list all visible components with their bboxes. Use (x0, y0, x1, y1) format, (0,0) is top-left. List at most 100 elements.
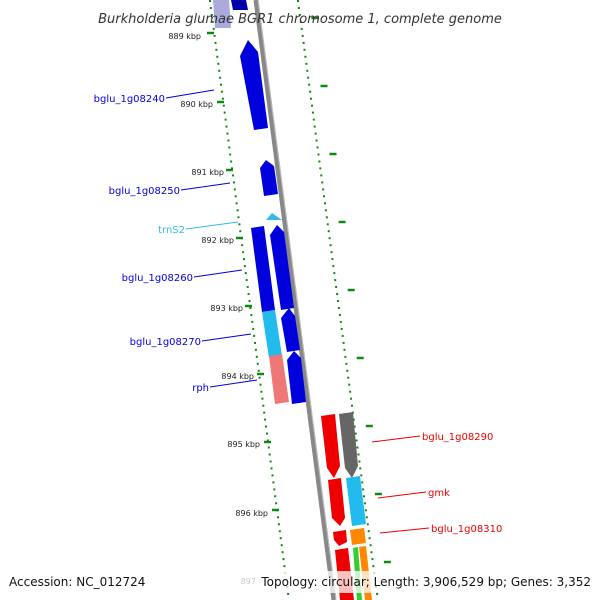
guide-dot (273, 488, 276, 491)
guide-dot (236, 209, 239, 212)
label-bglu-1g08250[interactable]: bglu_1g08250 (109, 186, 180, 197)
label-bglu-1g08270[interactable]: bglu_1g08270 (130, 337, 201, 348)
guide-dot (209, 7, 212, 9)
gene-bglu-1g08290-b[interactable] (339, 412, 358, 478)
topology-summary: Topology: circular; Length: 3,906,529 bp… (260, 575, 591, 589)
guide-dot (304, 55, 307, 58)
guide-dot (250, 314, 253, 316)
gene-top-partial[interactable] (213, 0, 231, 28)
guide-dot (333, 272, 336, 275)
gene-bglu-1g08250[interactable] (260, 160, 278, 196)
gene-bglu-1g08240[interactable] (240, 40, 268, 130)
label-bglu-1g08290[interactable]: bglu_1g08290 (422, 432, 493, 443)
footer-backdrop (0, 571, 600, 593)
guide-dot (264, 418, 267, 421)
guide-dot (298, 14, 301, 16)
gene-top-partial-2[interactable] (231, 0, 248, 10)
gene-bglu-1g08260[interactable] (251, 226, 275, 312)
guide-dot (283, 565, 286, 568)
guide-dot (239, 230, 242, 233)
guide-dot (281, 551, 284, 554)
guide-dot (274, 495, 277, 498)
guide-dot (362, 488, 365, 491)
guide-dot (266, 432, 268, 435)
guide-dot (261, 397, 264, 400)
guide-dot (272, 481, 275, 484)
tick-label-892: 892 kbp (201, 236, 234, 245)
guide-dot (299, 20, 302, 23)
gene-gmk[interactable] (346, 476, 366, 526)
guide-dot (213, 34, 216, 37)
guide-dot (267, 446, 270, 449)
guide-dot (222, 104, 225, 107)
leader-trnS2 (185, 221, 239, 230)
guide-dot (331, 258, 334, 261)
label-rph[interactable]: rph (192, 383, 209, 394)
guide-dot (256, 362, 259, 365)
label-trnS2[interactable]: trnS2 (158, 225, 185, 236)
guide-dot (227, 139, 230, 142)
guide-dot (357, 453, 360, 456)
guide-dot (356, 446, 359, 449)
label-gmk[interactable]: gmk (428, 488, 450, 499)
tick-label-896: 896 kbp (235, 509, 268, 518)
guide-dot (212, 27, 215, 30)
guide-dot (334, 279, 337, 282)
gene-gmk-left[interactable] (328, 478, 345, 526)
guide-dot (217, 62, 220, 65)
guide-dot (358, 460, 361, 463)
guide-dot (306, 69, 309, 72)
guide-dot (297, 7, 300, 9)
tick-label-893: 893 kbp (210, 304, 243, 313)
accession: Accession: NC_012724 (9, 575, 145, 589)
guide-dot (219, 76, 222, 79)
guide-dot (268, 453, 271, 456)
guide-dot (318, 160, 321, 163)
leader-bglu-1g08250 (180, 182, 231, 191)
guide-dot (244, 272, 247, 275)
backbone-highlight (257, 0, 337, 600)
guide-dot (297, 0, 299, 2)
guide-dot (277, 516, 279, 519)
guide-dot (215, 48, 218, 51)
guide-dot (351, 404, 353, 407)
tick-label-889: 889 kbp (168, 32, 201, 41)
guide-dot (265, 425, 267, 428)
guide-dot (305, 62, 308, 65)
gene-bglu-1g08310[interactable] (350, 528, 366, 545)
gene-rph-b[interactable] (287, 351, 306, 404)
guide-dot (254, 341, 256, 344)
tick-label-894: 894 kbp (221, 372, 254, 381)
label-bglu-1g08260[interactable]: bglu_1g08260 (122, 273, 193, 284)
gene-bglu-1g08260-b[interactable] (270, 225, 294, 310)
guide-dot (262, 404, 265, 407)
outer-dotted-guide (297, 0, 379, 595)
guide-dot (360, 474, 363, 477)
guide-dot (280, 544, 283, 547)
gene-bglu-1g08270[interactable] (262, 310, 282, 358)
gene-bglu-1g08270-b[interactable] (281, 308, 300, 352)
guide-dot (278, 530, 281, 533)
guide-dot (223, 111, 226, 114)
guide-dot (341, 334, 344, 337)
guide-dot (347, 376, 350, 379)
gene-bglu-1g08290[interactable] (321, 414, 340, 478)
guide-dot (282, 558, 285, 561)
guide-dot (209, 0, 211, 2)
guide-dot (224, 118, 227, 121)
guide-dot (234, 195, 237, 198)
gene-rph[interactable] (269, 354, 289, 404)
label-bglu-1g08310[interactable]: bglu_1g08310 (431, 524, 502, 535)
guide-dot (257, 369, 260, 372)
guide-dot (258, 376, 261, 379)
gene-trnS2[interactable] (266, 213, 282, 220)
guide-dot (361, 481, 364, 484)
gene-bglu-1g08310-left[interactable] (333, 530, 347, 546)
guide-dot (230, 160, 233, 163)
guide-dot (277, 523, 280, 526)
guide-dot (350, 397, 352, 400)
guide-dot (312, 118, 315, 121)
label-bglu-1g08240[interactable]: bglu_1g08240 (94, 94, 165, 105)
guide-dot (235, 202, 238, 205)
guide-dot (369, 544, 372, 547)
